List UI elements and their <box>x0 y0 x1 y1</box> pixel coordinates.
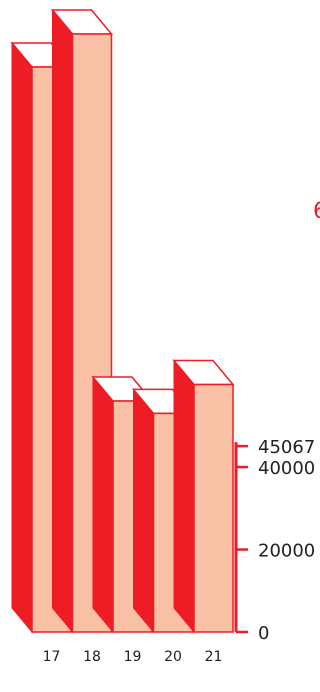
bar-side-face <box>173 359 195 634</box>
bar-side-face <box>133 388 154 634</box>
bar-21 <box>172 359 235 634</box>
x-labels-group: 17 18 19 20 21 <box>43 649 223 665</box>
y-tick-label: 0 <box>258 623 269 644</box>
x-category-label: 17 <box>43 649 61 665</box>
y-tick-label: 40000 <box>258 458 315 479</box>
x-category-label: 21 <box>205 649 223 665</box>
cutoff-side-text: 6 <box>313 199 320 224</box>
y-tick-label: 20000 <box>258 541 315 562</box>
y-tick-label: 45067 <box>258 437 315 458</box>
x-category-label: 18 <box>83 649 101 665</box>
x-category-label: 20 <box>164 649 182 665</box>
bar-side-face <box>52 8 73 634</box>
bar-17 <box>10 41 73 634</box>
bar-front-face <box>193 383 234 633</box>
bars-group <box>10 8 235 634</box>
bar-side-face <box>11 41 33 634</box>
x-category-label: 19 <box>124 649 142 665</box>
bar-side-face <box>92 375 114 634</box>
